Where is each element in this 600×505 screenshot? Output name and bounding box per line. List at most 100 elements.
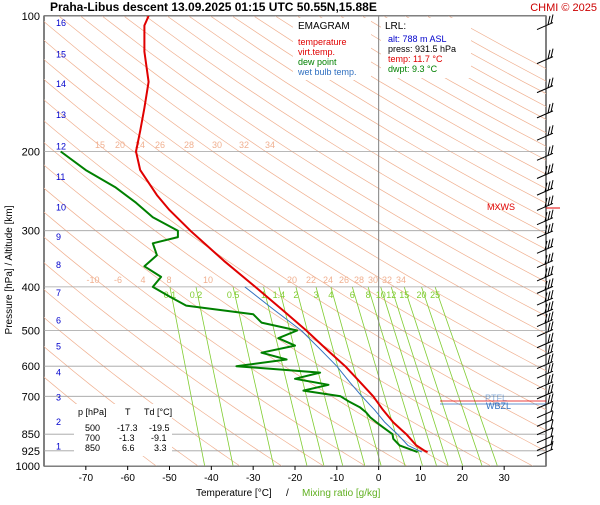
x-tick-label: -50: [162, 473, 177, 484]
table-header-td: Td [°C]: [144, 407, 172, 417]
altitude-label: 11: [56, 172, 65, 182]
x-tick-label: 10: [415, 473, 427, 484]
x-tick-label: 20: [457, 473, 469, 484]
altitude-label: 4: [56, 367, 61, 377]
dry-adiabat-label: 24: [323, 275, 333, 285]
chart-title: Praha-Libus descent 13.09.2025 01:15 UTC…: [50, 0, 377, 14]
x-axis-title-separator: /: [286, 488, 289, 499]
altitude-label: 15: [56, 49, 66, 59]
mixing-ratio-label: 10: [376, 290, 386, 300]
lrl-pressure: press: 931.5 hPa: [388, 44, 456, 54]
mixing-ratio-label: 3: [313, 290, 318, 300]
legend: EMAGRAM temperature virt.temp. dew point…: [293, 18, 371, 80]
mixing-ratio-label: 1.4: [273, 290, 286, 300]
dry-adiabat-label: 26: [339, 275, 349, 285]
credit-label: CHMI © 2025: [530, 2, 597, 14]
dry-adiabat-label: 34: [265, 140, 275, 150]
lrl-info: LRL: alt: 788 m ASL press: 931.5 hPa tem…: [381, 18, 471, 78]
mixing-ratio-label: 0.2: [190, 290, 203, 300]
altitude-label: 13: [56, 110, 66, 120]
altitude-label: 6: [56, 315, 61, 325]
table-cell-td: -9.1: [151, 433, 167, 443]
pressure-tick-label: 100: [22, 11, 40, 23]
altitude-label: 14: [56, 79, 66, 89]
altitude-label: 12: [56, 142, 66, 152]
mixing-ratio-label: 25: [430, 290, 440, 300]
dry-adiabat-label: 26: [155, 140, 165, 150]
pressure-tick-label: 925: [22, 446, 40, 458]
dry-adiabat-label: 28: [354, 275, 364, 285]
mixing-ratio-label: 6: [350, 290, 355, 300]
legend-item-wet-bulb: wet bulb temp.: [297, 67, 357, 77]
altitude-label: 16: [56, 18, 66, 28]
wbzl-label: WBZL: [486, 401, 511, 411]
dry-adiabat-label: 4: [140, 275, 145, 285]
mixing-ratio-label: 2: [293, 290, 298, 300]
lrl-title: LRL:: [385, 21, 406, 32]
legend-item-dew-point: dew point: [298, 57, 337, 67]
altitude-label: 7: [56, 288, 61, 298]
altitude-label: 8: [56, 260, 61, 270]
table-cell-td: -19.5: [149, 423, 170, 433]
table-cell-t: -17.3: [117, 423, 138, 433]
x-tick-label: -40: [204, 473, 219, 484]
pressure-tick-label: 850: [22, 429, 40, 441]
dry-adiabat-label: 30: [368, 275, 378, 285]
mixing-ratio-label: 0.5: [227, 290, 240, 300]
lrl-altitude: alt: 788 m ASL: [388, 34, 447, 44]
x-tick-label: 0: [376, 473, 382, 484]
table-cell-p: 700: [85, 433, 100, 443]
dry-adiabat-label: -10: [86, 275, 99, 285]
table-cell-p: 500: [85, 423, 100, 433]
x-tick-label: -30: [246, 473, 261, 484]
dry-adiabat-label: 32: [382, 275, 392, 285]
pressure-tick-label: 700: [22, 391, 40, 403]
lrl-dewpoint: dwpt: 9.3 °C: [388, 64, 438, 74]
legend-title: EMAGRAM: [298, 21, 350, 32]
dry-adiabat-label: 10: [203, 275, 213, 285]
altitude-label: 10: [56, 203, 66, 213]
mixing-ratio-label: 4: [328, 290, 333, 300]
dry-adiabat-label: 20: [115, 140, 125, 150]
dry-adiabat-label: 28: [184, 140, 194, 150]
dry-adiabat-label: 20: [287, 275, 297, 285]
pressure-tick-label: 500: [22, 326, 40, 338]
dry-adiabat-label: 30: [212, 140, 222, 150]
x-axis-title-temperature: Temperature [°C]: [196, 488, 272, 499]
mixing-ratio-label: 20: [416, 290, 426, 300]
dry-adiabat-label: -6: [114, 275, 122, 285]
altitude-label: 9: [56, 232, 61, 242]
pressure-tick-label: 400: [22, 282, 40, 294]
mixing-ratio-label: 12: [386, 290, 396, 300]
altitude-label: 2: [56, 417, 61, 427]
y-axis-title: Pressure [hPa] / Altitude [km]: [4, 205, 15, 334]
altitude-label: 1: [56, 441, 61, 451]
x-tick-label: -20: [288, 473, 303, 484]
table-cell-t: 6.6: [122, 443, 135, 453]
dry-adiabat-label: 34: [396, 275, 406, 285]
x-axis-title-mixing: Mixing ratio [g/kg]: [302, 488, 381, 499]
pressure-tick-label: 600: [22, 361, 40, 373]
sounding-table: p [hPa] T Td [°C] 500 -17.3 -19.5 700 -1…: [74, 404, 172, 456]
x-tick-label: -10: [330, 473, 345, 484]
table-cell-td: 3.3: [154, 443, 167, 453]
legend-item-virt-temp: virt.temp.: [298, 47, 335, 57]
mxws-label: MXWS: [487, 202, 515, 212]
pressure-tick-label: 200: [22, 147, 40, 159]
pressure-tick-label: 1000: [16, 461, 40, 473]
lrl-temperature: temp: 11.7 °C: [388, 54, 443, 64]
x-tick-label: -70: [79, 473, 94, 484]
dry-adiabat-label: 8: [166, 275, 171, 285]
altitude-label: 3: [56, 393, 61, 403]
pressure-tick-label: 300: [22, 226, 40, 238]
x-tick-label: 30: [499, 473, 511, 484]
table-header-t: T: [125, 407, 131, 417]
table-header-p: p [hPa]: [78, 407, 107, 417]
altitude-label: 5: [56, 342, 61, 352]
mixing-ratio-label: 8: [366, 290, 371, 300]
dry-adiabat-label: 22: [306, 275, 316, 285]
dry-adiabat-label: 32: [239, 140, 249, 150]
mixing-ratio-label: 15: [399, 290, 409, 300]
